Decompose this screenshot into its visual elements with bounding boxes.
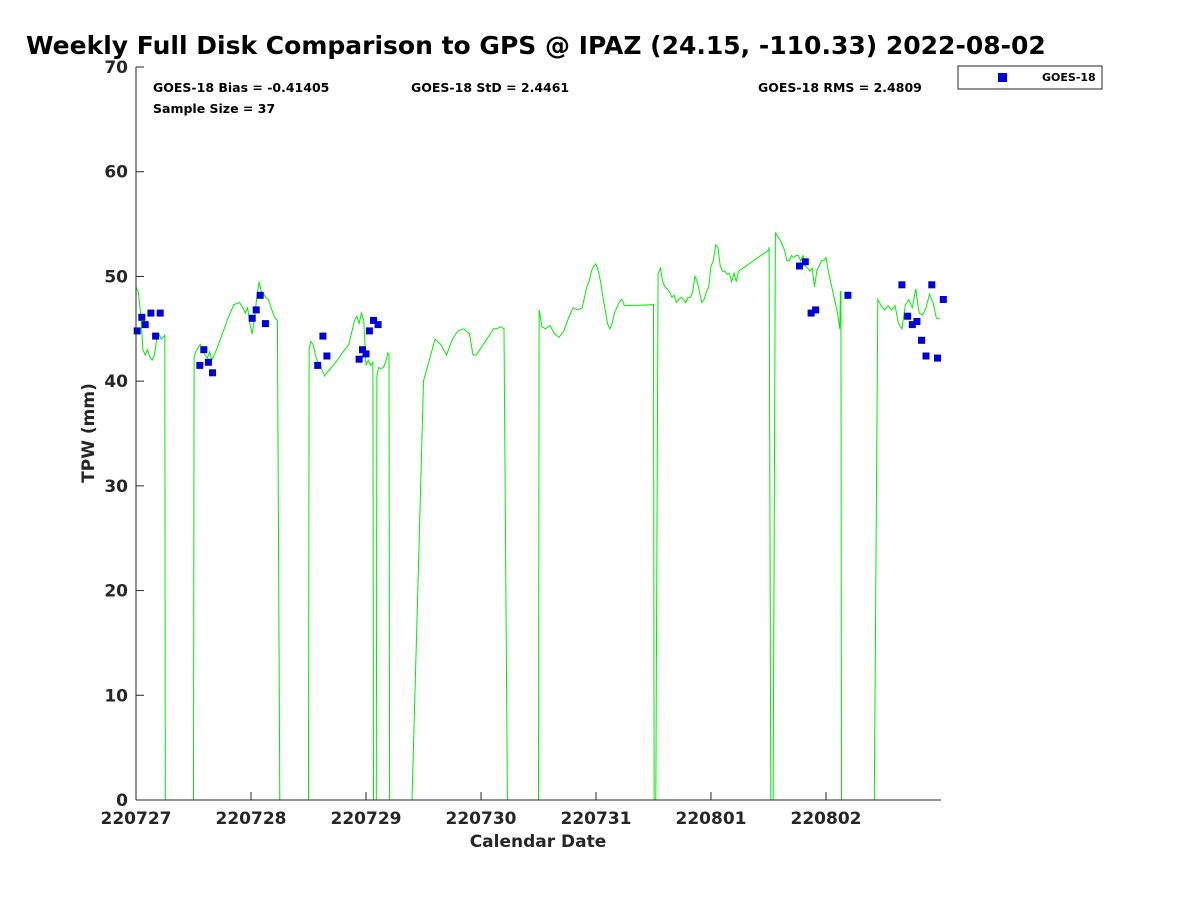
y-tick-label: 30 [104, 477, 128, 497]
stats-annotations: GOES-18 Bias = -0.41405 GOES-18 StD = 2.… [153, 80, 922, 116]
x-axis-ticks: 220727 220728 220729 220730 220731 220801 2208… [101, 792, 862, 829]
goes-18-point [359, 346, 366, 354]
y-tick-label: 70 [104, 58, 128, 78]
goes-18-point [209, 369, 216, 377]
stat-rms: GOES-18 RMS = 2.4809 [758, 80, 922, 95]
x-tick-label: 220728 [216, 809, 287, 829]
y-tick-label: 20 [104, 582, 128, 602]
goes-18-point [133, 327, 141, 335]
x-tick-label: 220727 [101, 809, 172, 829]
goes-18-series-layer [133, 258, 947, 377]
goes-18-point [147, 309, 155, 317]
goes-18-point [204, 358, 212, 366]
goes-18-point [928, 281, 936, 289]
goes-18-point [355, 355, 363, 363]
stat-bias: GOES-18 Bias = -0.41405 [153, 80, 329, 95]
x-axis-label: Calendar Date [470, 832, 607, 852]
plot-area [133, 232, 947, 801]
x-tick-label: 220731 [561, 809, 632, 829]
goes-18-point [141, 321, 149, 329]
goes-18-point [801, 258, 809, 266]
y-axis-label: TPW (mm) [79, 383, 99, 483]
goes-18-point [156, 309, 164, 317]
chart-title: Weekly Full Disk Comparison to GPS @ IPA… [26, 31, 1046, 60]
goes-18-point [922, 352, 930, 360]
goes-18-point [365, 327, 373, 335]
y-tick-label: 0 [116, 791, 128, 811]
goes-18-point [256, 291, 264, 299]
goes-18-point [261, 320, 269, 328]
goes-18-point [138, 313, 146, 321]
goes-18-point [934, 354, 941, 362]
goes-18-point [908, 321, 916, 329]
y-tick-label: 10 [104, 686, 128, 706]
goes-18-point [812, 306, 820, 314]
y-tick-label: 60 [104, 163, 128, 183]
x-tick-label: 220730 [446, 809, 517, 829]
x-tick-label: 220729 [331, 809, 402, 829]
goes-18-point [323, 352, 331, 360]
legend-marker-goes-18 [998, 73, 1007, 82]
goes-18-point [898, 281, 906, 289]
goes-18-point [252, 306, 260, 314]
goes-18-point [248, 314, 256, 322]
goes-18-point [796, 262, 803, 270]
goes-18-point [904, 312, 912, 320]
stat-sample-size: Sample Size = 37 [153, 101, 275, 116]
x-tick-label: 220801 [676, 809, 747, 829]
goes-18-point [314, 361, 322, 369]
gps-line [135, 232, 940, 801]
goes-18-point [196, 361, 204, 369]
goes-18-point [200, 346, 208, 354]
legend-box [957, 65, 1103, 90]
goes-18-point [374, 321, 382, 329]
legend: GOES-18 [957, 65, 1103, 90]
goes-18-point [362, 350, 370, 358]
goes-18-point [939, 296, 947, 303]
y-axis-ticks: 0 10 20 30 40 50 60 70 [104, 58, 144, 811]
goes-18-point [807, 309, 815, 317]
axes: 220727 220728 220729 220730 220731 220801 2208… [101, 58, 941, 829]
y-tick-label: 40 [104, 372, 128, 392]
stat-std: GOES-18 StD = 2.4461 [411, 80, 569, 95]
y-tick-label: 50 [104, 267, 128, 287]
x-tick-label: 220802 [791, 809, 862, 829]
goes-18-point [918, 336, 925, 344]
legend-label-goes-18: GOES-18 [1042, 71, 1096, 84]
goes-18-point [319, 332, 327, 340]
gps-series-layer [135, 232, 940, 801]
goes-18-point [152, 332, 160, 340]
goes-18-point [844, 291, 852, 299]
goes-18-point [913, 318, 921, 325]
goes-18-point [370, 316, 377, 324]
